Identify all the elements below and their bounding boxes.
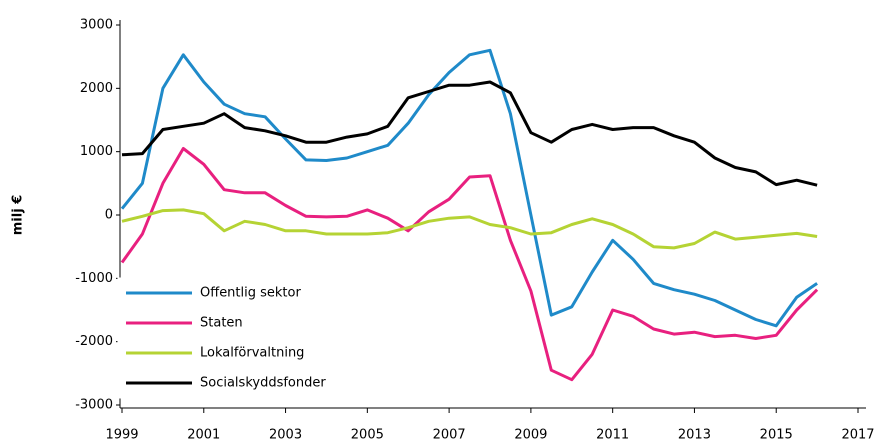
y-tick-label: -3000	[75, 398, 113, 413]
x-tick-label: 2001	[187, 428, 220, 443]
y-tick-label: 3000	[80, 18, 113, 33]
legend-label: Socialskyddsfonder	[200, 376, 326, 391]
series-line	[120, 48, 818, 328]
legend-label: Staten	[200, 316, 243, 331]
x-tick-label: 2015	[760, 428, 793, 443]
x-tick-label: 2007	[433, 428, 466, 443]
y-tick-label: 0	[105, 208, 113, 223]
x-tick-label: 2011	[596, 428, 629, 443]
legend-label: Lokalförvaltning	[200, 346, 304, 361]
y-tick-label: -1000	[75, 271, 113, 286]
x-tick-label: 2005	[351, 428, 384, 443]
legend-box	[117, 277, 394, 399]
x-tick-label: 2017	[841, 428, 874, 443]
x-tick-label: 2003	[269, 428, 302, 443]
y-tick-label: 2000	[80, 81, 113, 96]
x-tick-label: 2013	[678, 428, 711, 443]
y-axis-label: milj €	[11, 195, 26, 236]
series-line	[120, 147, 819, 382]
x-tick-label: 1999	[105, 428, 138, 443]
y-tick-label: -2000	[75, 334, 113, 349]
x-tick-label: 2009	[514, 428, 547, 443]
series-line	[121, 208, 818, 250]
y-tick-label: 1000	[80, 144, 113, 159]
series-line	[121, 80, 818, 187]
legend-label: Offentlig sektor	[200, 286, 301, 301]
